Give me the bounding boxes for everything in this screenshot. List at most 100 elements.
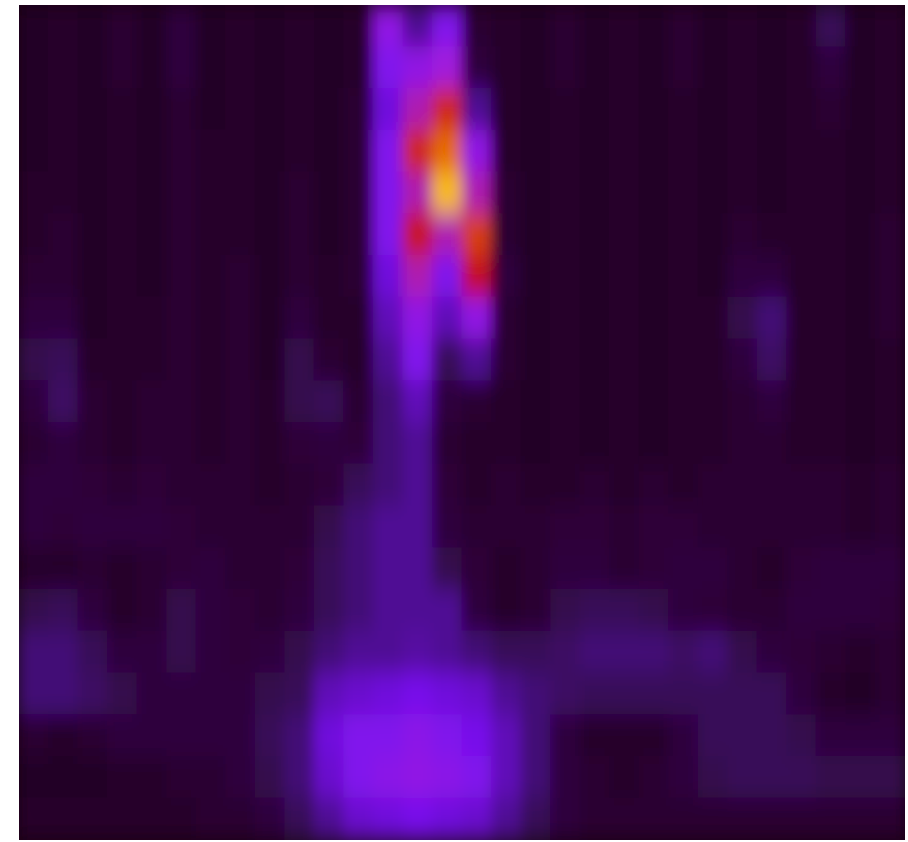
heatmap-cell [284, 339, 315, 382]
heatmap-cell [845, 798, 876, 841]
heatmap-cell [343, 631, 374, 674]
heatmap-cell [757, 464, 788, 507]
heatmap-cell [875, 464, 906, 507]
heatmap-cell [137, 506, 168, 549]
heatmap-cell [845, 5, 876, 48]
heatmap-cell [402, 798, 433, 841]
heatmap-cell [816, 756, 847, 799]
heatmap-cell [107, 714, 138, 757]
heatmap-cell [402, 172, 433, 215]
heatmap-cell [255, 172, 286, 215]
heatmap-cell [432, 46, 463, 89]
heatmap-cell [225, 88, 256, 131]
heatmap-cell [78, 339, 109, 382]
heatmap-cell [166, 339, 197, 382]
heatmap-cell [225, 589, 256, 632]
heatmap-cell [314, 547, 345, 590]
heatmap-cell [314, 46, 345, 89]
heatmap-cell [521, 589, 552, 632]
heatmap-cell [816, 714, 847, 757]
heatmap-cell [727, 506, 758, 549]
heatmap-cell [432, 88, 463, 131]
heatmap-cell [48, 297, 79, 340]
heatmap-cell [786, 5, 817, 48]
heatmap-cell [314, 88, 345, 131]
heatmap-cell [521, 255, 552, 298]
heatmap-cell [78, 464, 109, 507]
heatmap-cell [550, 631, 581, 674]
heatmap-cell [698, 464, 729, 507]
heatmap-cell [668, 589, 699, 632]
heatmap-cell [137, 130, 168, 173]
heatmap-cell [816, 88, 847, 131]
heatmap-cell [786, 589, 817, 632]
heatmap-cell [196, 297, 227, 340]
heatmap-cell [48, 255, 79, 298]
heatmap-cell [639, 798, 670, 841]
heatmap-cell [639, 172, 670, 215]
heatmap-cell [373, 5, 404, 48]
heatmap-cell [698, 547, 729, 590]
heatmap-cell [107, 547, 138, 590]
heatmap-cell [816, 589, 847, 632]
heatmap-cell [639, 547, 670, 590]
heatmap-cell [225, 172, 256, 215]
heatmap-cell [432, 673, 463, 716]
heatmap-cell [284, 380, 315, 423]
heatmap-cell [786, 464, 817, 507]
heatmap-cell [225, 380, 256, 423]
heatmap-cell [284, 464, 315, 507]
heatmap-cell [698, 673, 729, 716]
heatmap-cell [639, 673, 670, 716]
heatmap-cell [462, 130, 493, 173]
heatmap-cell [639, 46, 670, 89]
heatmap-cell [786, 380, 817, 423]
heatmap-cell [284, 673, 315, 716]
heatmap-cell [432, 714, 463, 757]
heatmap-cell [609, 631, 640, 674]
heatmap-cell [580, 714, 611, 757]
heatmap-cell [19, 756, 50, 799]
heatmap-cell [491, 589, 522, 632]
heatmap-cell [284, 589, 315, 632]
heatmap-cell [48, 714, 79, 757]
heatmap-cell [580, 46, 611, 89]
heatmap-cell [727, 547, 758, 590]
heatmap-cell [609, 547, 640, 590]
heatmap-cell [19, 380, 50, 423]
heatmap-cell [521, 46, 552, 89]
heatmap-cell [373, 798, 404, 841]
heatmap-cell [580, 255, 611, 298]
heatmap-cell [668, 172, 699, 215]
heatmap-cell [816, 5, 847, 48]
heatmap-cell [698, 339, 729, 382]
heatmap-cell [845, 714, 876, 757]
heatmap-cell [284, 88, 315, 131]
heatmap-cell [225, 714, 256, 757]
heatmap-cell [550, 547, 581, 590]
heatmap-cell [166, 506, 197, 549]
heatmap-cell [668, 255, 699, 298]
heatmap-cell [491, 255, 522, 298]
heatmap-cell [48, 756, 79, 799]
heatmap-cell [284, 46, 315, 89]
heatmap-cell [757, 297, 788, 340]
heatmap-cell [402, 714, 433, 757]
heatmap-cell [550, 673, 581, 716]
heatmap-cell [639, 5, 670, 48]
heatmap-cell [816, 464, 847, 507]
heatmap-cell [580, 547, 611, 590]
heatmap-cell [225, 547, 256, 590]
heatmap-cell [550, 88, 581, 131]
heatmap-cell [78, 547, 109, 590]
heatmap-cell [343, 5, 374, 48]
heatmap-cell [609, 756, 640, 799]
heatmap-cell [19, 506, 50, 549]
heatmap-cell [786, 172, 817, 215]
heatmap-cell [402, 130, 433, 173]
heatmap-cell [166, 756, 197, 799]
heatmap-cell [255, 547, 286, 590]
heatmap-cell [668, 714, 699, 757]
heatmap-cell [639, 506, 670, 549]
heatmap-cell [757, 547, 788, 590]
